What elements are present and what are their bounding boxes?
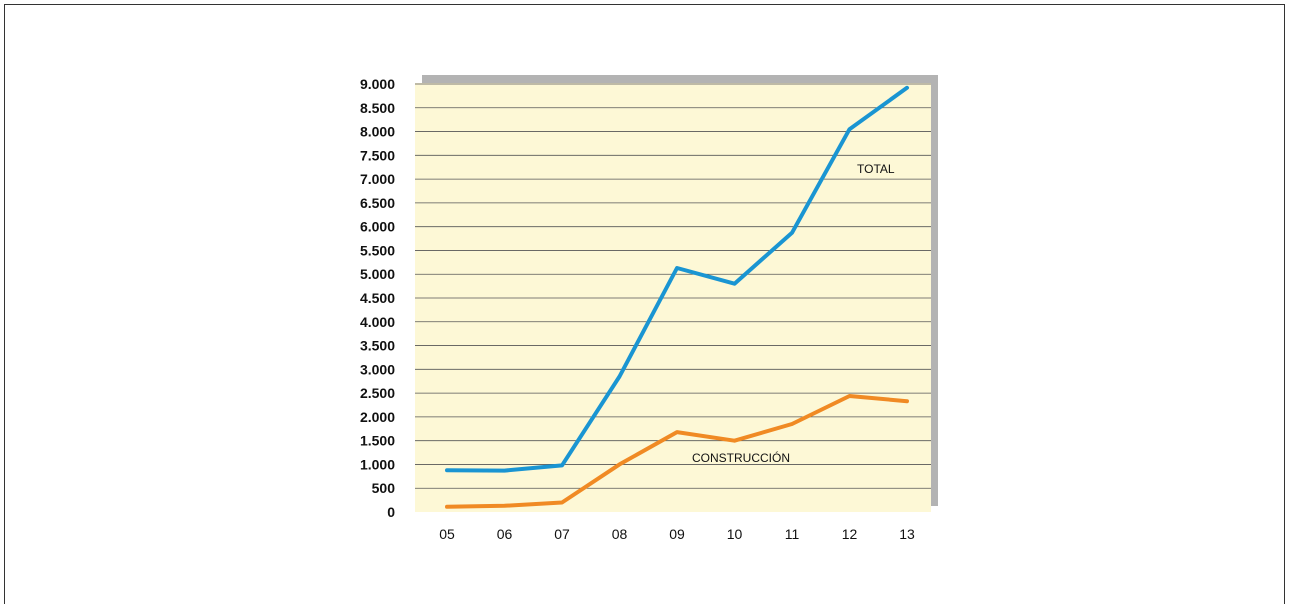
y-tick-label: 2.500: [360, 385, 395, 401]
data-point: [618, 374, 621, 378]
data-point: [560, 463, 564, 467]
data-point: [560, 500, 564, 504]
x-tick-label: 11: [785, 526, 800, 542]
x-tick-label: 06: [497, 526, 513, 542]
x-tick-label: 13: [899, 526, 915, 542]
y-tick-label: 3.000: [360, 361, 395, 377]
label-construccion: CONSTRUCCIÓN: [692, 450, 790, 465]
y-tick-label: 4.000: [360, 314, 395, 330]
y-tick-label: 8.500: [360, 100, 395, 116]
x-tick-label: 12: [842, 526, 858, 542]
x-tick-label: 09: [669, 526, 685, 542]
data-point: [790, 231, 794, 235]
y-tick-label: 6.500: [360, 195, 395, 211]
data-point: [675, 430, 679, 434]
x-tick-label: 10: [727, 526, 743, 542]
y-tick-label: 7.500: [360, 147, 395, 163]
y-tick-label: 9.000: [360, 76, 395, 92]
data-point: [445, 468, 449, 472]
label-total: TOTAL: [857, 162, 895, 176]
data-point: [905, 399, 909, 403]
series-lines: [445, 85, 909, 509]
data-point: [445, 505, 449, 509]
gridlines: [415, 83, 931, 489]
data-point: [733, 282, 736, 286]
y-tick-label: 1.500: [360, 433, 395, 449]
y-tick-label: 3.500: [360, 338, 395, 354]
y-tick-label: 6.000: [360, 219, 395, 235]
plot-area: [415, 83, 931, 512]
x-tick-label: 05: [439, 526, 455, 542]
data-point: [675, 266, 679, 270]
data-point: [733, 439, 736, 443]
y-tick-label: 4.500: [360, 290, 395, 306]
data-point: [848, 127, 851, 131]
data-point: [905, 86, 909, 90]
y-tick-label: 500: [372, 480, 396, 496]
y-tick-label: 7.000: [360, 171, 395, 187]
y-tick-label: 0: [387, 504, 395, 520]
data-point: [790, 422, 794, 426]
y-tick-label: 5.500: [360, 242, 395, 258]
y-tick-label: 1.000: [360, 456, 395, 472]
x-axis-ticks: 05 06 07 08 09 10 11 12 13: [439, 526, 915, 542]
x-tick-label: 08: [612, 526, 628, 542]
x-tick-label: 07: [554, 526, 570, 542]
y-tick-label: 2.000: [360, 409, 395, 425]
data-point: [503, 504, 506, 508]
data-point: [618, 462, 621, 466]
y-tick-label: 5.000: [360, 266, 395, 282]
y-axis-ticks: 0 500 1.000 1.500 2.000 2.500 3.000 3.500 4.000 4…: [360, 76, 395, 520]
y-tick-label: 8.000: [360, 124, 395, 140]
data-point: [848, 394, 851, 398]
data-point: [503, 469, 506, 473]
